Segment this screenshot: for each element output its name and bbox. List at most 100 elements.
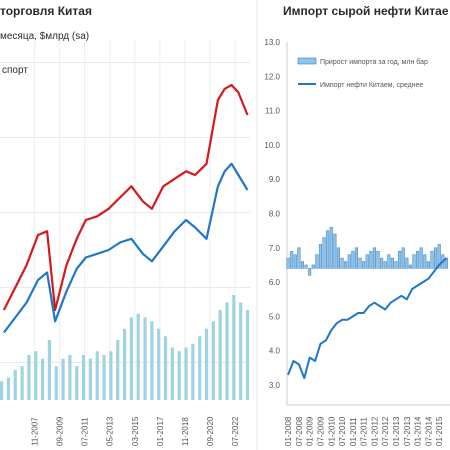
left-bar-12 — [81, 355, 86, 400]
left-bar-5 — [34, 351, 38, 400]
legend-bar-swatch — [297, 57, 317, 65]
left-x-tick-7: 09-2020 — [206, 416, 215, 446]
legend-bar-label: Прирост импорта за год, млн бар — [320, 58, 428, 66]
right-bar-27 — [383, 261, 387, 269]
right-x-tick-12: 01-2014 — [414, 416, 423, 446]
right-bar-17 — [347, 254, 351, 269]
left-bar-4 — [27, 355, 31, 400]
right-bar-15 — [340, 257, 344, 269]
right-bar-9 — [318, 244, 323, 269]
right-y-tick-7: 6.0 — [269, 278, 281, 287]
left-chart-x-ticks: 11-2007 09-2009 07-2011 05-2013 03-2015 01-20… — [31, 416, 240, 446]
left-bar-9 — [61, 358, 65, 400]
left-bar-15 — [102, 355, 106, 400]
right-y-tick-5: 8.0 — [269, 210, 281, 219]
left-bar-6 — [40, 358, 45, 400]
left-x-tick-5: 01-2017 — [156, 416, 165, 446]
right-bar-36 — [416, 250, 420, 269]
legend-line-label: Импорт нефти Китаем, среднее — [320, 82, 423, 89]
right-bar-33 — [405, 257, 409, 269]
right-chart-title: Импорт сырой нефти Китае — [283, 4, 449, 18]
right-bar-21 — [362, 261, 366, 269]
left-bar-11 — [75, 366, 79, 400]
right-bar-13 — [333, 233, 337, 269]
left-bar-19 — [129, 317, 133, 400]
right-bar-31 — [398, 250, 402, 269]
right-bar-23 — [369, 250, 373, 269]
left-bar-33 — [225, 302, 229, 400]
right-bar-6 — [308, 268, 312, 276]
left-bar-14 — [95, 351, 99, 400]
right-bar-38 — [423, 254, 427, 269]
left-bar-35 — [239, 302, 243, 400]
right-y-tick-6: 7.0 — [269, 244, 281, 253]
right-x-tick-3: 07-2009 — [316, 416, 325, 446]
left-chart-lines — [2, 83, 249, 334]
left-chart-bars — [0, 295, 250, 400]
right-chart-x-ticks: 01-2008 07-2008 01-2009 07-2009 01-2010 07-20… — [284, 416, 444, 446]
right-bar-1 — [290, 250, 294, 269]
right-y-tick-8: 5.0 — [269, 312, 281, 321]
right-x-tick-11: 07-2013 — [403, 416, 412, 446]
right-bar-26 — [380, 257, 384, 269]
right-x-tick-9: 07-2012 — [381, 416, 390, 446]
left-bar-8 — [54, 366, 58, 400]
right-bar-5 — [304, 264, 308, 269]
right-bar-41 — [434, 247, 438, 269]
right-bar-22 — [365, 254, 369, 269]
left-x-tick-3: 05-2013 — [106, 416, 115, 446]
left-bar-31 — [211, 321, 215, 400]
right-bar-32 — [401, 247, 405, 269]
left-bar-21 — [143, 317, 147, 400]
right-bar-12 — [329, 226, 333, 269]
right-bar-10 — [322, 237, 326, 269]
right-y-tick-2: 11.0 — [265, 107, 281, 116]
left-bar-34 — [232, 295, 236, 400]
right-bar-7 — [311, 264, 315, 269]
left-bar-20 — [136, 313, 140, 400]
left-bar-22 — [150, 321, 154, 400]
right-x-tick-13: 07-2014 — [424, 416, 433, 446]
right-chart-line — [287, 257, 448, 380]
left-bar-1 — [6, 377, 11, 400]
right-x-tick-1: 07-2008 — [295, 416, 304, 446]
left-x-tick-2: 07-2011 — [81, 417, 90, 446]
left-bar-13 — [88, 358, 92, 400]
right-bar-34 — [408, 264, 412, 269]
left-bar-10 — [68, 355, 72, 400]
left-bar-24 — [163, 336, 168, 400]
left-x-tick-0: 11-2007 — [31, 417, 40, 446]
left-bar-29 — [198, 336, 202, 400]
right-bar-0 — [286, 257, 290, 269]
left-export-line — [2, 83, 249, 312]
left-bar-30 — [204, 328, 209, 400]
left-chart-legend-label: спорт — [2, 65, 28, 76]
right-y-tick-1: 12.0 — [264, 72, 280, 81]
right-bar-11 — [326, 230, 330, 269]
right-y-tick-9: 4.0 — [269, 347, 281, 356]
right-bar-3 — [297, 247, 301, 269]
left-bar-16 — [109, 351, 113, 400]
right-bar-42 — [437, 244, 441, 269]
left-bar-25 — [170, 347, 174, 400]
right-bar-35 — [412, 254, 416, 269]
left-x-tick-4: 03-2015 — [131, 416, 140, 446]
right-x-tick-5: 07-2010 — [338, 416, 347, 446]
left-x-tick-1: 09-2009 — [56, 416, 65, 446]
left-bar-0 — [0, 381, 4, 400]
left-bar-7 — [47, 340, 52, 400]
left-x-tick-6: 11-2018 — [181, 417, 190, 446]
left-bar-3 — [20, 366, 24, 400]
right-y-tick-0: 13.0 — [264, 38, 280, 47]
left-import-line — [3, 162, 249, 334]
left-x-tick-8: 07-2022 — [231, 416, 240, 446]
right-x-tick-14: 01-2015 — [435, 416, 444, 446]
right-chart-panel: Импорт сырой нефти Китае 13.0 12.0 11.0 10.… — [264, 4, 450, 446]
right-bar-37 — [419, 247, 423, 269]
right-x-tick-2: 01-2009 — [306, 416, 315, 446]
left-chart-title: торговля Китая — [0, 4, 92, 18]
right-bar-40 — [430, 250, 434, 269]
left-bar-26 — [177, 351, 181, 400]
